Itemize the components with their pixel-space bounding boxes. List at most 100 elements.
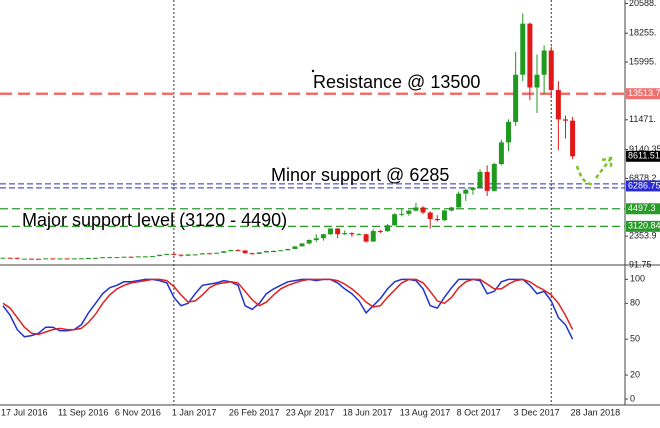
candle-body bbox=[406, 210, 412, 214]
y-tick-label: 11471. bbox=[629, 114, 656, 124]
candle-body bbox=[150, 256, 156, 258]
price-label-box bbox=[626, 203, 660, 215]
candle-body bbox=[256, 252, 262, 254]
candle-body bbox=[235, 250, 241, 252]
candle-body bbox=[328, 228, 334, 235]
candle-body bbox=[342, 233, 348, 235]
candle-body bbox=[306, 240, 312, 244]
candle-body bbox=[199, 253, 205, 255]
candle-body bbox=[157, 254, 163, 257]
x-tick-label: 28 Jan 2018 bbox=[571, 407, 621, 417]
candle-body bbox=[313, 238, 319, 241]
candle-body bbox=[214, 252, 220, 254]
oscillator-line bbox=[2, 278, 574, 336]
candle-body bbox=[142, 256, 148, 258]
dot bbox=[311, 69, 315, 73]
candle-body bbox=[420, 207, 426, 213]
y-tick-label: 20588. bbox=[629, 0, 657, 8]
candle-body bbox=[0, 257, 6, 259]
x-tick-label: 3 Dec 2017 bbox=[514, 407, 560, 417]
candle-body bbox=[562, 119, 568, 121]
candle-body bbox=[555, 90, 561, 120]
arrow bbox=[595, 156, 613, 179]
candle-body bbox=[456, 193, 462, 208]
candle-body bbox=[541, 50, 547, 75]
candle-body bbox=[135, 256, 141, 258]
y-tick-label: 18255. bbox=[629, 28, 657, 38]
candle-body bbox=[370, 231, 376, 242]
candle-body bbox=[107, 257, 113, 259]
candle-body bbox=[427, 212, 433, 219]
candle-body bbox=[164, 253, 170, 255]
x-tick-label: 26 Feb 2017 bbox=[229, 407, 280, 417]
candle-body bbox=[463, 189, 469, 194]
candle-body bbox=[7, 257, 13, 259]
candle-body bbox=[192, 254, 198, 256]
x-tick-label: 11 Sep 2016 bbox=[58, 407, 108, 417]
candle-body bbox=[534, 74, 540, 88]
y-tick-label: 50 bbox=[630, 334, 640, 344]
candle-body bbox=[384, 225, 390, 232]
candle-body bbox=[36, 258, 42, 260]
y-tick-label: 2353.9 bbox=[629, 231, 657, 241]
candle-body bbox=[128, 256, 134, 258]
price-label-box bbox=[626, 150, 660, 162]
annotation: Major support level (3120 - 4490) bbox=[22, 210, 287, 230]
candle-body bbox=[114, 257, 120, 259]
candle-body bbox=[100, 257, 106, 259]
candle-body bbox=[491, 164, 497, 191]
y-tick-label: 80 bbox=[630, 298, 640, 308]
price-label-box bbox=[626, 180, 660, 192]
candle-body bbox=[484, 171, 490, 191]
x-tick-label: 17 Jul 2016 bbox=[1, 407, 48, 417]
candle-body bbox=[178, 254, 184, 256]
candle-body bbox=[377, 231, 383, 233]
candle-body bbox=[299, 243, 305, 247]
candle-body bbox=[121, 256, 127, 258]
annotation: Minor support @ 6285 bbox=[271, 165, 449, 185]
price-label: 8611.51 bbox=[628, 151, 660, 161]
candle-body bbox=[78, 258, 84, 260]
candle-body bbox=[498, 142, 504, 165]
candle-body bbox=[320, 234, 326, 239]
candle-body bbox=[206, 253, 212, 255]
candle-body bbox=[520, 23, 526, 75]
candle-body bbox=[242, 250, 248, 254]
candle-body bbox=[93, 257, 99, 259]
candle-body bbox=[43, 258, 49, 260]
price-label: 4497.3 bbox=[628, 203, 656, 213]
candle-body bbox=[506, 121, 512, 143]
price-label-box bbox=[626, 88, 660, 100]
candle-body bbox=[278, 250, 284, 252]
y-tick-label: 6878.2 bbox=[629, 173, 657, 183]
y-tick-label: 0 bbox=[630, 393, 635, 403]
y-tick-label: 9140.35 bbox=[629, 144, 660, 154]
candle-body bbox=[449, 207, 455, 211]
x-tick-label: 8 Oct 2017 bbox=[457, 407, 501, 417]
candle-body bbox=[221, 251, 227, 253]
candle-body bbox=[71, 258, 77, 260]
price-label: 3120.84 bbox=[628, 221, 660, 231]
candle-body bbox=[50, 258, 56, 260]
candle-body bbox=[335, 228, 341, 235]
candle-body bbox=[271, 250, 277, 252]
y-tick-label: 15995. bbox=[629, 56, 657, 66]
candle-body bbox=[441, 210, 447, 221]
candle-body bbox=[477, 171, 483, 188]
candle-body bbox=[85, 258, 91, 260]
candle-body bbox=[548, 50, 554, 91]
candle-body bbox=[14, 257, 20, 259]
candle-body bbox=[249, 253, 255, 255]
candle-body bbox=[470, 187, 476, 190]
candle-body bbox=[392, 214, 398, 226]
x-tick-label: 23 Apr 2017 bbox=[286, 407, 335, 417]
candle-body bbox=[413, 207, 419, 211]
candle-body bbox=[285, 248, 291, 251]
candle-body bbox=[57, 258, 63, 260]
candle-body bbox=[527, 23, 533, 88]
candle-body bbox=[263, 250, 269, 253]
candle-body bbox=[513, 74, 519, 122]
candle-body bbox=[292, 246, 298, 249]
x-tick-label: 18 Jun 2017 bbox=[343, 407, 393, 417]
